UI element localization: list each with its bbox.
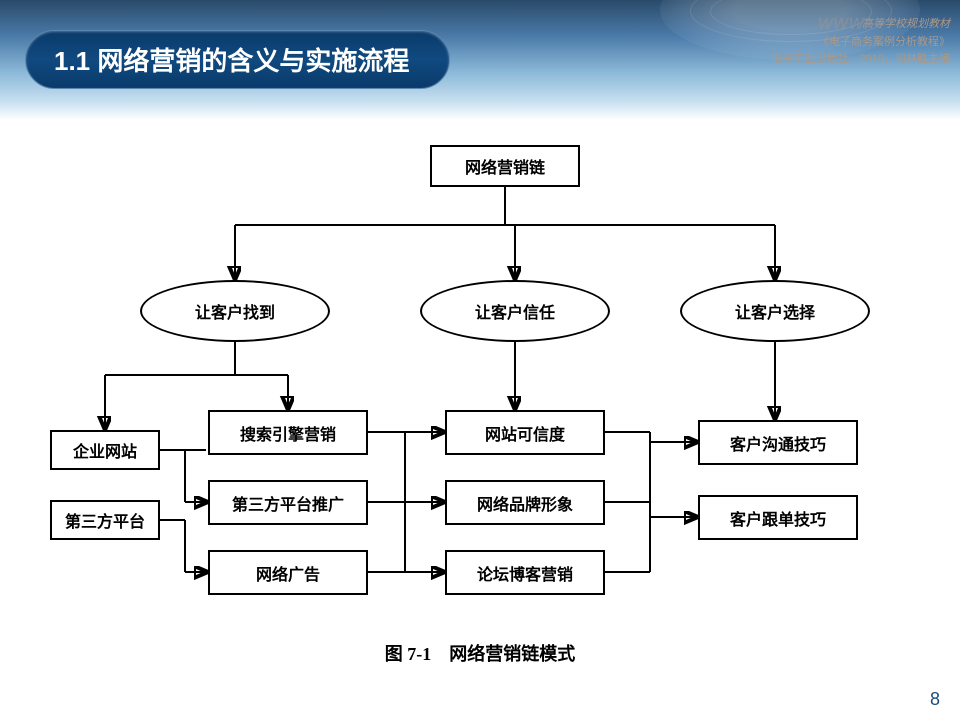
col3-node-1: 客户跟单技巧 [698,495,858,540]
ellipse-node-1: 让客户信任 [420,280,610,342]
col1a-node-0: 企业网站 [50,430,160,470]
ellipse-node-2: 让客户选择 [680,280,870,342]
credits-line-1: 高等学校规划教材 [772,16,950,34]
col1a-node-1: 第三方平台 [50,500,160,540]
figure-caption: 图 7-1 网络营销链模式 [0,640,960,666]
credits-line-3: 电子工业出版社，2010，司林胜主编 [772,51,950,69]
col2-node-0: 网站可信度 [445,410,605,455]
col2-node-2: 论坛博客营销 [445,550,605,595]
col3-node-0: 客户沟通技巧 [698,420,858,465]
col2-node-1: 网络品牌形象 [445,480,605,525]
ellipse-node-0: 让客户找到 [140,280,330,342]
slide-title: 1.1 网络营销的含义与实施流程 [25,30,450,89]
credits-line-2: 《电子商务案例分析教程》 [772,34,950,52]
col1b-node-2: 网络广告 [208,550,368,595]
credits-block: 高等学校规划教材 《电子商务案例分析教程》 电子工业出版社，2010，司林胜主编 [772,16,950,69]
root-node: 网络营销链 [430,145,580,187]
flowchart: 网络营销链让客户找到 让客户信任 让客户选择企业网站第三方平台 搜索引擎营销第三方平台… [50,145,930,605]
page-number: 8 [930,689,940,710]
col1b-node-1: 第三方平台推广 [208,480,368,525]
col1b-node-0: 搜索引擎营销 [208,410,368,455]
